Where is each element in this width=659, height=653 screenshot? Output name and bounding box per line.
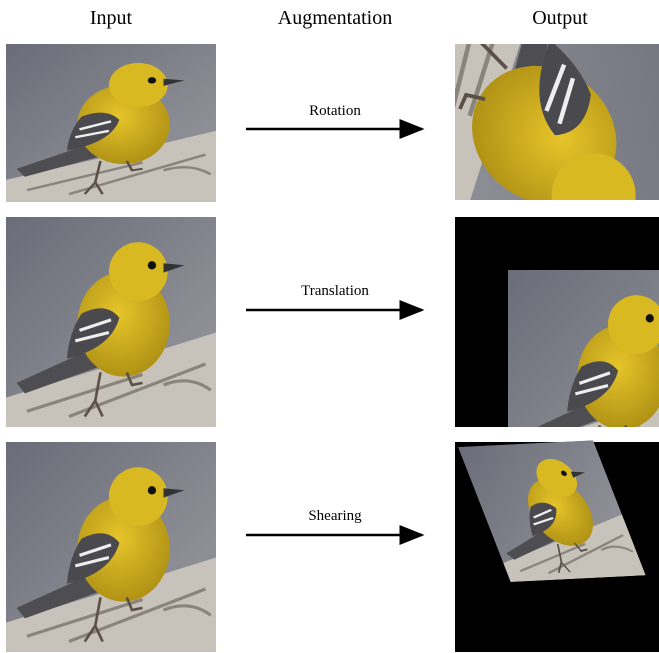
header-input: Input [90,7,133,29]
input-image [6,217,216,427]
sheared-output [455,440,659,652]
augmentation-label: Shearing [308,508,362,524]
header-output: Output [532,7,588,29]
augmentation-label: Rotation [309,103,361,119]
input-image [6,442,216,652]
rotated-output [455,44,659,200]
augmentation-label: Translation [301,283,369,299]
translated-output [455,217,659,427]
header-augmentation: Augmentation [278,7,392,29]
input-image [6,44,216,202]
